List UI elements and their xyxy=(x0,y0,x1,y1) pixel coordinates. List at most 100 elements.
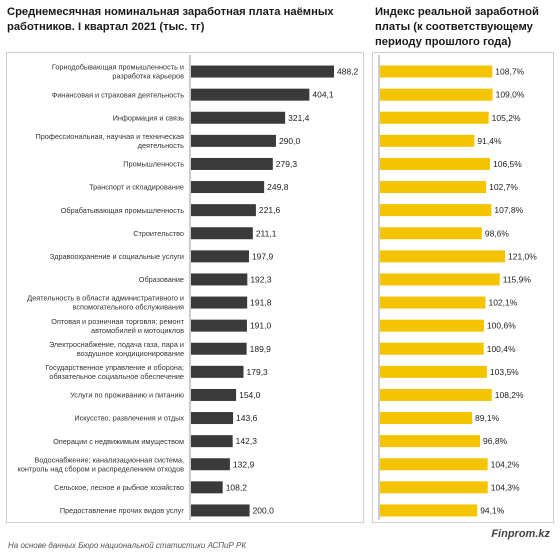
category-label: автомобилей и мотоциклов xyxy=(91,326,184,335)
index-value-label: 104,3% xyxy=(491,482,520,492)
index-bar xyxy=(380,365,487,378)
category-label: разработка карьеров xyxy=(112,72,184,81)
index-bar xyxy=(380,65,493,78)
wage-bar xyxy=(191,435,233,448)
category-label: Транспорт и складирование xyxy=(89,183,184,192)
index-value-label: 109,0% xyxy=(496,90,525,100)
index-bar xyxy=(380,504,478,517)
index-value-label: 102,1% xyxy=(488,298,517,308)
index-bar xyxy=(380,319,484,332)
category-label: Образование xyxy=(139,275,184,284)
wage-bar xyxy=(191,65,334,78)
index-value-label: 96,8% xyxy=(483,436,508,446)
wage-value-label: 179,3 xyxy=(247,367,269,377)
index-value-label: 100,4% xyxy=(487,344,516,354)
wage-bar xyxy=(191,204,256,217)
wage-bar xyxy=(191,365,244,378)
index-bar xyxy=(380,412,473,425)
wage-value-label: 290,0 xyxy=(279,136,301,146)
index-value-label: 102,7% xyxy=(489,182,518,192)
wage-value-label: 142,3 xyxy=(236,436,258,446)
category-label: Водоснабжение; канализационная система, xyxy=(34,455,184,464)
wage-value-label: 191,0 xyxy=(250,321,272,331)
index-value-label: 94,1% xyxy=(480,505,505,515)
category-label: Электроснабжение, подача газа, пара и xyxy=(49,340,184,349)
index-bar xyxy=(380,88,493,101)
wage-value-label: 108,2 xyxy=(226,482,248,492)
left-chart-title: Среднемесячная номинальная заработная пл… xyxy=(7,6,334,33)
category-label: воздушное кондиционирование xyxy=(77,349,184,358)
index-bar xyxy=(380,435,480,448)
wage-bar xyxy=(191,181,265,194)
index-bar xyxy=(380,227,482,240)
wage-value-label: 189,9 xyxy=(250,344,272,354)
index-value-label: 121,0% xyxy=(508,251,537,261)
index-chart-panel: 108,7% 109,0% 105,2% 91,4% 106,5% 102,7% 107,8… xyxy=(372,52,554,523)
index-value-label: 107,8% xyxy=(494,205,523,215)
category-label: Информация и связь xyxy=(113,113,185,122)
wage-value-label: 143,6 xyxy=(236,413,258,423)
source-note: На основе данных Бюро национальной стати… xyxy=(8,541,247,550)
index-bar xyxy=(380,111,489,124)
wage-bar xyxy=(191,319,247,332)
index-bar xyxy=(380,181,487,194)
wage-value-label: 249,8 xyxy=(267,182,289,192)
index-bar xyxy=(380,481,488,494)
index-bar-chart: 108,7% 109,0% 105,2% 91,4% 106,5% 102,7% 107,8… xyxy=(378,55,537,520)
category-label: Профессиональная, научная и техническая xyxy=(35,132,184,141)
category-label: деятельность xyxy=(138,141,184,150)
category-label: Здравоохранение и социальные услуги xyxy=(50,252,184,261)
index-value-label: 105,2% xyxy=(492,113,521,123)
index-value-label: 98,6% xyxy=(485,228,510,238)
wage-bar xyxy=(191,134,276,147)
index-value-label: 91,4% xyxy=(477,136,502,146)
index-bar xyxy=(380,204,492,217)
index-value-label: 115,9% xyxy=(503,274,532,284)
category-label: вспомогательного обслуживания xyxy=(73,303,184,312)
index-bar xyxy=(380,250,505,263)
wage-bar xyxy=(191,342,247,355)
wage-value-label: 154,0 xyxy=(239,390,261,400)
index-value-label: 103,5% xyxy=(490,367,519,377)
index-bar xyxy=(380,134,475,147)
wage-bar xyxy=(191,458,230,471)
right-chart-title: Индекс реальной заработной платы (к соот… xyxy=(375,6,539,48)
category-label: Промышленность xyxy=(123,160,184,169)
wage-bar xyxy=(191,504,250,517)
category-label: Горнодобывающая промышленность и xyxy=(52,63,184,72)
category-label: обязательное социальное обеспечение xyxy=(49,372,184,381)
wage-value-label: 321,4 xyxy=(288,113,310,123)
category-label: Государственное управление и оборона; xyxy=(45,363,184,372)
index-value-label: 108,7% xyxy=(495,67,524,77)
index-bar xyxy=(380,458,488,471)
category-label: контроль над сбором и распределением отх… xyxy=(18,464,185,473)
index-value-label: 100,6% xyxy=(487,321,516,331)
category-label: Искусство, развлечения и отдых xyxy=(74,414,184,423)
wage-value-label: 200,0 xyxy=(253,505,275,515)
wage-bar xyxy=(191,412,234,425)
wage-bar-chart: Горнодобывающая промышленность иразработ… xyxy=(18,55,359,520)
index-bar xyxy=(380,157,491,170)
brand-label: Finprom.kz xyxy=(491,528,550,540)
index-bar xyxy=(380,273,500,286)
index-value-label: 106,5% xyxy=(493,159,522,169)
category-label: Услуги по проживанию и питанию xyxy=(70,391,184,400)
wage-bar xyxy=(191,157,273,170)
category-label: Финансовая и страховая деятельность xyxy=(52,90,185,99)
wage-bar xyxy=(191,273,248,286)
category-label: Предоставление прочих видов услуг xyxy=(60,506,184,515)
category-label: Деятельность в области административного… xyxy=(27,294,184,303)
wage-value-label: 192,3 xyxy=(250,274,272,284)
wage-value-label: 197,9 xyxy=(252,251,274,261)
wage-bar xyxy=(191,227,253,240)
index-bar xyxy=(380,342,484,355)
wage-value-label: 132,9 xyxy=(233,459,255,469)
wage-bar xyxy=(191,111,286,124)
index-value-label: 89,1% xyxy=(475,413,500,423)
wage-value-label: 211,1 xyxy=(256,228,277,238)
category-label: Строительство xyxy=(133,229,184,238)
index-bar xyxy=(380,388,492,401)
wage-bar xyxy=(191,88,310,101)
category-label: Обрабатывающая промышленность xyxy=(61,206,184,215)
wage-bar xyxy=(191,481,223,494)
